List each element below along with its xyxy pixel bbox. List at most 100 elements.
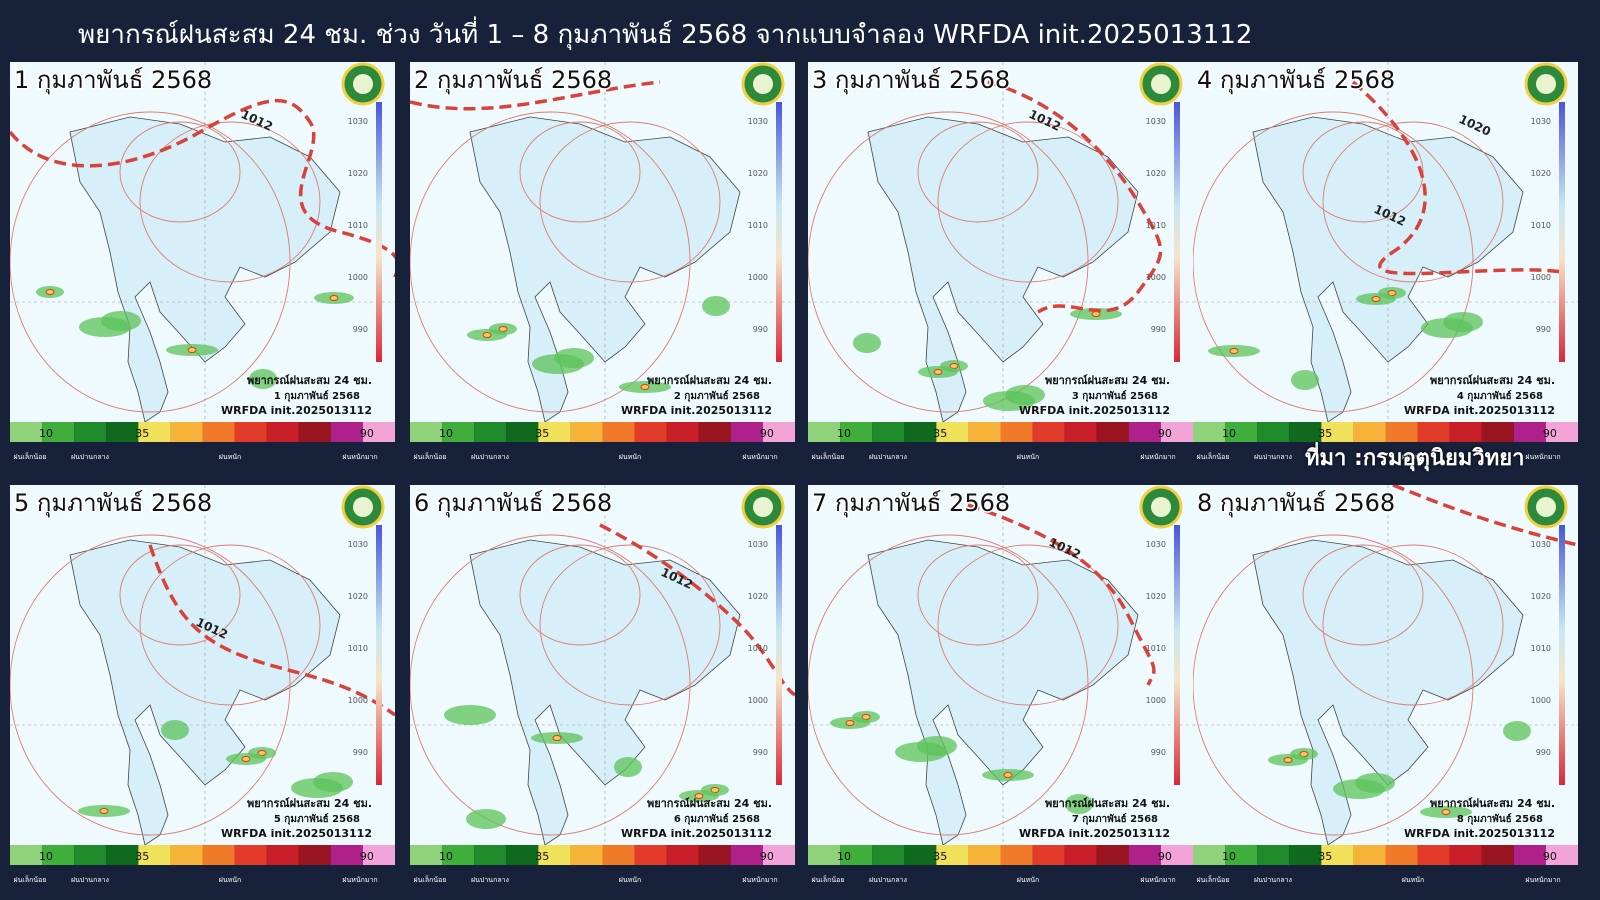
legend-swatch [202,845,235,865]
pressure-contour [410,534,691,836]
legend-swatch [808,422,841,442]
legend-swatch [1417,845,1450,865]
legend-swatch [234,422,267,442]
pressure-scale-label: 1030 [748,540,768,549]
agency-logo-inner [353,74,373,94]
heavy-rain-core [552,735,562,741]
panel-caption-date: 8 กุมภาพันธ์ 2568 [1457,813,1543,825]
rain-area [249,369,277,389]
legend-swatch [1353,845,1386,865]
rain-area [983,391,1035,411]
landmass [69,116,341,423]
legend-swatch [330,422,363,442]
pressure-scale-label: 1020 [1531,592,1551,601]
legend-swatch [840,845,873,865]
pressure-contour [808,534,1089,836]
panel-caption-date: 3 กุมภาพันธ์ 2568 [1072,390,1158,402]
pressure-scale-label: 990 [1536,748,1551,757]
pressure-contour [519,544,641,646]
legend-swatch [1385,422,1418,442]
panel-caption: พยากรณ์ฝนสะสม 24 ชม. [647,374,772,387]
legend-swatch [698,845,731,865]
panel-date: 3 กุมภาพันธ์ 2568 [812,66,1010,95]
rain-area [1065,794,1093,814]
pressure-contour [937,121,1119,283]
legend-swatch [410,845,443,865]
legend-swatch [1449,845,1482,865]
heavy-rain-core [694,793,704,799]
pressure-scale-label: 1020 [348,169,368,178]
legend-swatch [904,422,937,442]
panel-caption-date: 4 กุมภาพันธ์ 2568 [1457,390,1543,402]
rain-area [532,354,584,374]
legend-class-strip [808,865,1193,895]
pressure-scale-label: 1000 [1531,273,1551,282]
legend-class: ฝนหนัก [219,876,242,884]
landmass [469,116,741,423]
legend-swatch [474,845,507,865]
legend-class: ฝนเล็กน้อย [14,452,47,461]
legend-class: ฝนหนัก [1017,453,1040,461]
pressure-scale-label: 1000 [348,273,368,282]
legend-class: ฝนหนักมาก [342,453,377,461]
pressure-contour [139,544,321,706]
legend-tick: 10 [39,427,53,440]
pressure-scale-label: 1010 [1146,221,1166,230]
agency-logo-inner [1151,497,1171,517]
legend-swatch [602,845,635,865]
pressure-contour [410,111,691,413]
legend-swatch [730,845,763,865]
pressure-scale-label: 1000 [748,696,768,705]
panel-caption: พยากรณ์ฝนสะสม 24 ชม. [1430,374,1555,387]
legend-class-strip [10,865,395,895]
legend-tick: 90 [360,427,374,440]
model-label: WRFDA init.2025013112 [621,404,772,417]
heavy-rain-core [640,384,650,390]
legend-swatch [1128,845,1161,865]
pressure-scale-label: 990 [1151,748,1166,757]
legend-swatch [1193,422,1226,442]
landmass [69,539,341,846]
pressure-contour [1302,544,1424,646]
pressure-contour [10,534,291,836]
heavy-rain-core [845,720,855,726]
pressure-scale-label: 1020 [748,592,768,601]
landmass [469,539,741,846]
panel-caption-date: 7 กุมภาพันธ์ 2568 [1072,813,1158,825]
pressure-contour [119,121,241,223]
landmass [1252,116,1524,423]
legend-swatch [968,422,1001,442]
legend-class: ฝนหนัก [1402,453,1425,461]
legend-tick: 90 [1158,850,1172,863]
legend-swatch [602,422,635,442]
legend-swatch [506,845,539,865]
pressure-contour [808,111,1089,413]
panel-date: 5 กุมภาพันธ์ 2568 [14,489,212,518]
legend-swatch [872,422,905,442]
pressure-scale [376,102,382,362]
legend-tick: 35 [1318,850,1332,863]
agency-logo-inner [353,497,373,517]
legend-swatch [538,845,571,865]
legend-swatch [1128,422,1161,442]
panel-caption: พยากรณ์ฝนสะสม 24 ชม. [1045,374,1170,387]
pressure-scale-label: 990 [353,748,368,757]
pressure-contour [1322,121,1504,283]
legend-swatch [106,422,139,442]
heavy-rain-core [1371,296,1381,302]
legend-swatch [1353,422,1386,442]
legend-swatch [762,422,795,442]
legend-swatch [1064,422,1097,442]
isobar-1012 [987,80,1163,314]
legend-class: ฝนปานกลาง [471,876,509,884]
legend-swatch [298,845,331,865]
panel-caption-date: 6 กุมภาพันธ์ 2568 [674,813,760,825]
model-label: WRFDA init.2025013112 [1404,827,1555,840]
rain-area [1291,370,1319,390]
panel-date: 8 กุมภาพันธ์ 2568 [1197,489,1395,518]
rain-area [291,778,343,798]
isobar-1012 [10,99,395,277]
heavy-rain-core [1441,809,1451,815]
model-label: WRFDA init.2025013112 [221,404,372,417]
legend-tick: 90 [1158,427,1172,440]
